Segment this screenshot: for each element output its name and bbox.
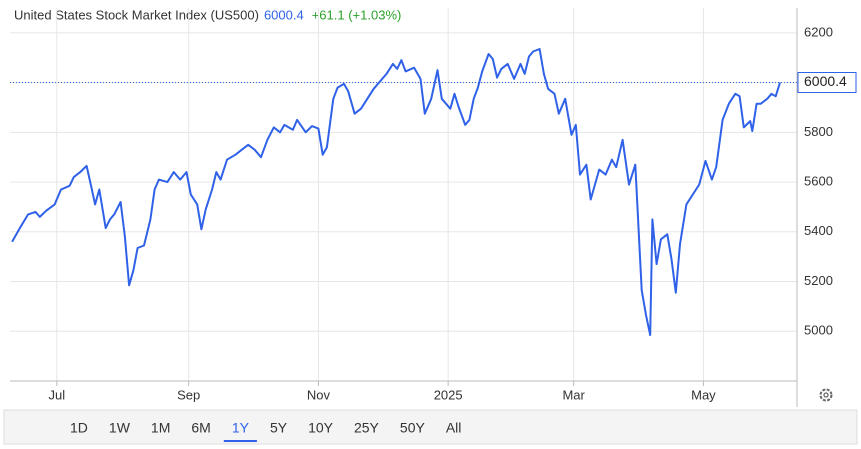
y-tick-label: 5800 (804, 124, 833, 139)
last-value-box (797, 72, 857, 94)
range-underline (223, 440, 257, 442)
y-tick-label: 5400 (804, 223, 833, 238)
y-tick-label: 5000 (804, 323, 833, 338)
range-button[interactable]: 10Y (308, 420, 334, 436)
y-tick-label: 5200 (804, 273, 833, 288)
change-value: +61.1 (+1.03%) (312, 7, 402, 22)
range-button[interactable]: 6M (191, 420, 210, 436)
y-tick-label: 5600 (804, 174, 833, 189)
range-button[interactable]: 1Y (232, 420, 250, 436)
range-button[interactable]: All (446, 420, 462, 436)
range-button[interactable]: 1D (70, 420, 88, 436)
last-value-tag: 6000.4 (804, 73, 847, 89)
gear-icon[interactable] (819, 388, 833, 402)
range-button[interactable]: 25Y (354, 420, 380, 436)
range-button[interactable]: 50Y (400, 420, 426, 436)
x-tick-label: May (691, 387, 716, 402)
range-button[interactable]: 1M (151, 420, 170, 436)
x-tick-label: 2025 (434, 387, 463, 402)
x-tick-label: Sep (177, 387, 200, 402)
x-tick-label: Mar (562, 387, 585, 402)
y-tick-label: 6200 (804, 24, 833, 39)
range-bar (3, 409, 858, 445)
gear[interactable] (819, 388, 833, 402)
chart-title: United States Stock Market Index (US500) (14, 7, 259, 22)
x-tick-label: Nov (307, 387, 331, 402)
price-line (11, 48, 781, 336)
range-button[interactable]: 5Y (270, 420, 288, 436)
last-value: 6000.4 (264, 7, 304, 22)
gear-hole[interactable] (823, 392, 829, 398)
x-tick-label: Jul (48, 387, 65, 402)
range-button[interactable]: 1W (109, 420, 131, 436)
